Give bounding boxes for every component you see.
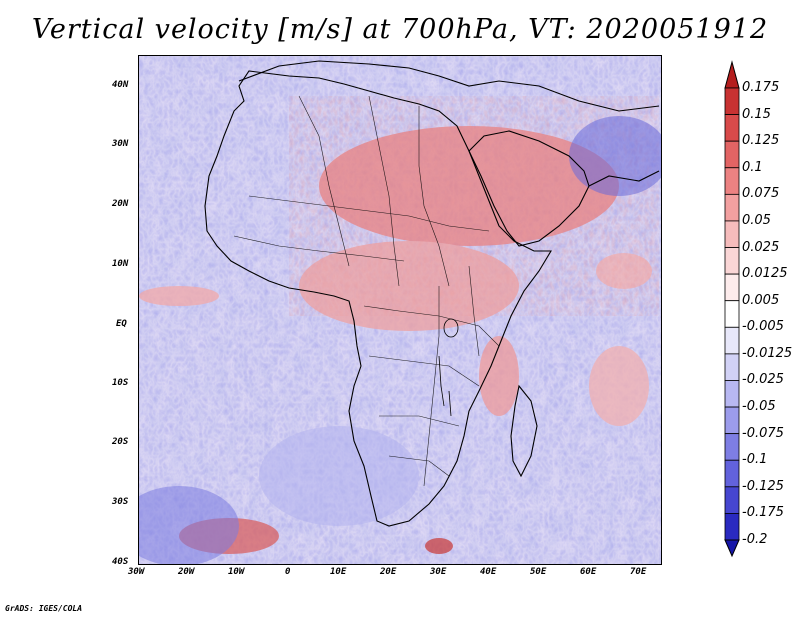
colorbar-segment bbox=[724, 273, 740, 302]
lon-label-60e: 60E bbox=[580, 567, 597, 577]
colorbar-level-label: 0.025 bbox=[742, 239, 780, 255]
colorbar-level-label: 0.175 bbox=[742, 80, 780, 95]
lon-label-70e: 70E bbox=[630, 567, 647, 577]
colorbar-level-label: -0.005 bbox=[742, 319, 784, 335]
colorbar-segment bbox=[724, 167, 740, 195]
colorbar-segment bbox=[724, 140, 740, 169]
colorbar-level-label: 0.075 bbox=[742, 186, 780, 202]
colorbar-level-label: 0.005 bbox=[742, 292, 780, 308]
colorbar-segment bbox=[724, 380, 740, 408]
lon-label-10w: 10W bbox=[228, 567, 245, 577]
lat-label-40n: 40N bbox=[112, 80, 129, 90]
lat-label-10n: 10N bbox=[112, 259, 129, 269]
colorbar-level-label: -0.075 bbox=[742, 425, 784, 441]
colorbar-top-arrow bbox=[724, 60, 740, 89]
colorbar-level-label: 0.125 bbox=[742, 133, 780, 149]
colorbar-segment bbox=[724, 220, 740, 248]
colorbar-segment bbox=[724, 114, 740, 142]
colorbar-level-label: 0.15 bbox=[742, 106, 771, 122]
colorbar-level-label: -0.025 bbox=[742, 372, 784, 388]
colorbar-segment bbox=[724, 486, 740, 514]
colorbar-bottom-arrow bbox=[724, 539, 740, 558]
country-borders bbox=[233, 95, 500, 487]
colorbar-segment bbox=[724, 300, 740, 328]
colorbar-segment bbox=[724, 326, 740, 355]
lat-label-40s: 40S bbox=[112, 557, 129, 567]
coastlines bbox=[204, 60, 660, 527]
lon-label-40e: 40E bbox=[480, 567, 497, 577]
colorbar-segment bbox=[724, 247, 740, 275]
colorbar-segment bbox=[724, 193, 740, 222]
colorbar-level-label: -0.05 bbox=[742, 399, 776, 415]
colorbar-segment bbox=[724, 87, 740, 115]
colorbar-level-label: -0.1 bbox=[742, 452, 768, 468]
map-title: Vertical velocity [m/s] at 700hPa, VT: 2… bbox=[31, 14, 769, 45]
lon-label-30w: 30W bbox=[128, 567, 145, 577]
lon-label-0: 0 bbox=[285, 567, 291, 577]
colorbar-segment bbox=[724, 406, 740, 435]
colorbar-segment bbox=[724, 433, 740, 461]
lat-label-20n: 20N bbox=[112, 199, 129, 209]
colorbar-segment bbox=[724, 459, 740, 488]
colorbar-segment bbox=[724, 353, 740, 381]
lat-label-20s: 20S bbox=[112, 437, 129, 447]
lon-label-20w: 20W bbox=[178, 567, 195, 577]
lon-label-30e: 30E bbox=[430, 567, 447, 577]
lat-label-30s: 30S bbox=[112, 497, 129, 507]
lat-label-30n: 30N bbox=[112, 139, 129, 149]
lon-label-50e: 50E bbox=[530, 567, 547, 577]
lat-label-10s: 10S bbox=[112, 378, 129, 388]
map-panel bbox=[138, 55, 662, 565]
colorbar-level-label: 0.05 bbox=[742, 212, 771, 228]
vertical-velocity-field bbox=[139, 56, 661, 564]
lon-label-10e: 10E bbox=[330, 567, 347, 577]
colorbar-segment bbox=[724, 513, 740, 541]
credit-text: GrADS: IGES/COLA bbox=[5, 604, 83, 613]
colorbar-level-label: -0.2 bbox=[742, 532, 768, 547]
colorbar-level-label: 0.0125 bbox=[742, 266, 788, 282]
colorbar-level-label: -0.0125 bbox=[742, 345, 793, 361]
colorbar-level-label: -0.175 bbox=[742, 505, 784, 521]
lon-label-20e: 20E bbox=[380, 567, 397, 577]
lat-label-eq: EQ bbox=[116, 319, 127, 329]
colorbar-level-label: -0.125 bbox=[742, 478, 784, 494]
colorbar-level-label: 0.1 bbox=[742, 159, 763, 175]
